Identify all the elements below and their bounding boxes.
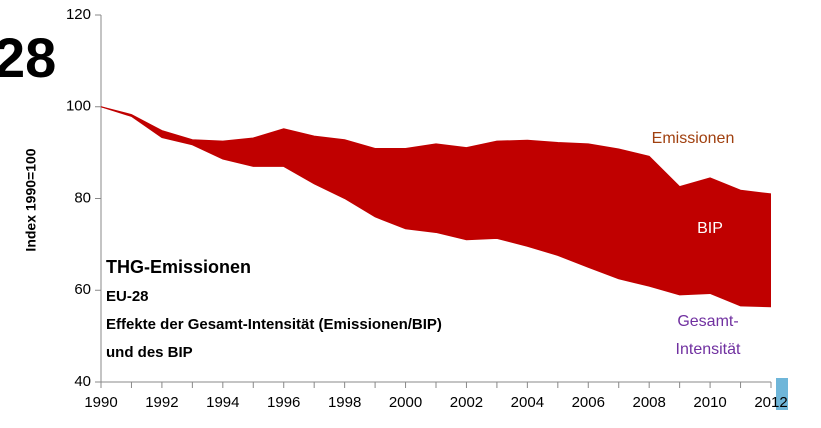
x-tick-label: 1994 [206, 394, 239, 411]
x-tick-label: 2012 [754, 394, 787, 411]
series-label: BIP [697, 220, 723, 237]
y-axis-label: Index 1990=100 [23, 148, 39, 251]
x-tick-label: 2010 [693, 394, 726, 411]
x-tick-label: 2008 [632, 394, 665, 411]
y-tick-label: 80 [74, 189, 91, 206]
x-tick-label: 1992 [145, 394, 178, 411]
x-tick-label: 2004 [511, 394, 544, 411]
area-band [101, 106, 771, 307]
series-label: Gesamt- [677, 313, 738, 330]
line [100, 106, 772, 195]
x-tick-label: 2002 [450, 394, 483, 411]
x-tick-label: 1998 [328, 394, 361, 411]
logo-icon [776, 378, 788, 410]
y-tick-label: 40 [74, 373, 91, 390]
line [100, 106, 772, 308]
annotation: und des BIP [106, 344, 193, 361]
x-tick-label: 2000 [389, 394, 422, 411]
y-tick-label: 60 [74, 281, 91, 298]
annotation: THG-Emissionen [106, 257, 251, 277]
y-tick-label: 100 [66, 98, 91, 115]
series-label: Emissionen [652, 130, 735, 147]
annotation: Effekte der Gesamt-Intensität (Emissione… [106, 316, 442, 333]
annotation: EU-28 [106, 288, 149, 305]
x-tick-label: 1996 [267, 394, 300, 411]
heading: 28 [0, 26, 56, 89]
y-tick-label: 120 [66, 6, 91, 23]
x-tick-label: 2006 [572, 394, 605, 411]
x-tick-label: 1990 [84, 394, 117, 411]
series-label: Intensität [676, 341, 741, 358]
